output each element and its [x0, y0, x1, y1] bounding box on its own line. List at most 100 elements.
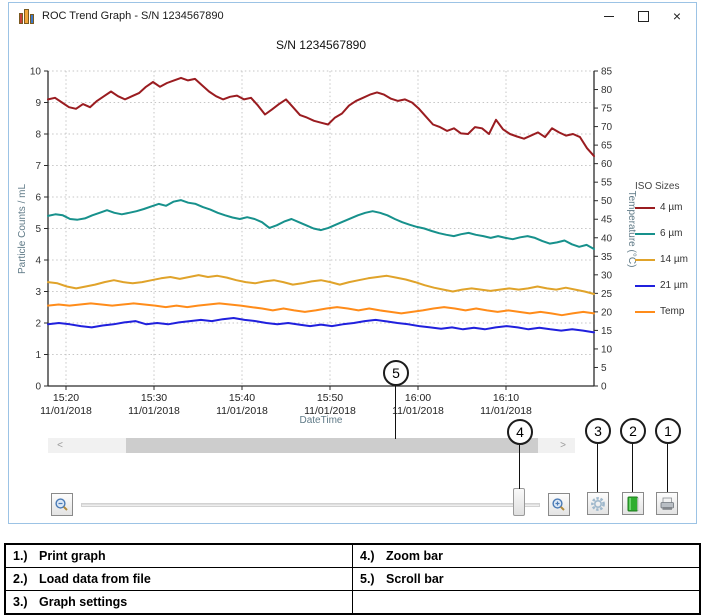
callout-5-number: 5	[392, 365, 400, 381]
legend-item-21-µm: 21 µm	[635, 280, 697, 291]
zoom-out-button[interactable]	[51, 493, 73, 516]
load-data-button[interactable]	[622, 492, 644, 515]
magnifier-plus-icon	[552, 497, 565, 511]
zoom-in-button[interactable]	[548, 493, 570, 516]
series-line-14-µm	[47, 274, 595, 295]
y-right-tick-label: 20	[601, 307, 613, 318]
legend-item-6-µm: 6 µm	[635, 228, 697, 239]
x-tick-date-label: 11/01/2018	[304, 405, 356, 417]
callout-1-number: 1	[664, 423, 672, 439]
callout-3-number: 3	[594, 423, 602, 439]
y-left-tick-label: 2	[35, 319, 41, 330]
legend-item-Temp: Temp	[635, 306, 697, 317]
item-number: 4.)	[360, 549, 375, 563]
x-axis-title: DateTime	[300, 415, 343, 426]
item-label: Scroll bar	[386, 572, 444, 586]
x-tick-time-label: 15:50	[317, 392, 343, 404]
x-tick-time-label: 15:30	[141, 392, 167, 404]
legend-label: Temp	[660, 306, 685, 317]
series-line-21-µm	[47, 317, 595, 334]
x-tick-time-label: 15:40	[229, 392, 255, 404]
callout-4-number: 4	[516, 424, 524, 440]
y-right-tick-label: 0	[601, 382, 607, 393]
x-tick-time-label: 16:10	[493, 392, 519, 404]
table-cell: 3.) Graph settings	[4, 590, 353, 615]
close-button[interactable]: ×	[660, 3, 694, 29]
y-left-tick-label: 5	[35, 224, 41, 235]
x-tick-date-label: 11/01/2018	[40, 405, 92, 417]
y-left-tick-label: 0	[35, 382, 41, 393]
y-left-tick-label: 1	[35, 350, 41, 361]
maximize-icon	[637, 10, 649, 22]
left-axis-title: Particle Counts / mL	[17, 184, 28, 274]
table-row: 1.) Print graph 4.) Zoom bar	[4, 543, 701, 568]
callout-3-line	[597, 443, 598, 492]
roc-trend-graph-window: ROC Trend Graph - S/N 1234567890 × 0 1 2 3 4…	[8, 2, 697, 524]
table-cell: 4.) Zoom bar	[352, 543, 701, 568]
y-left-tick-label: 10	[30, 67, 42, 78]
legend-swatch	[635, 310, 655, 313]
callout-5-line	[395, 385, 396, 439]
print-graph-button[interactable]	[656, 492, 678, 515]
minimize-button[interactable]	[592, 3, 626, 29]
item-number: 5.)	[360, 572, 375, 586]
gear-icon	[591, 496, 605, 511]
y-right-tick-label: 75	[601, 104, 613, 115]
y-right-tick-label: 70	[601, 122, 613, 133]
y-right-tick-label: 10	[601, 344, 613, 355]
scroll-left-arrow-icon[interactable]: <	[57, 440, 63, 451]
maximize-button[interactable]	[626, 3, 660, 29]
chart-legend: ISO Sizes 4 µm 6 µm 14 µm 21 µm Temp	[635, 181, 697, 332]
callout-3-graph-settings: 3	[585, 418, 611, 444]
x-tick-date-label: 11/01/2018	[392, 405, 444, 417]
item-label: Print graph	[39, 549, 106, 563]
scroll-bar[interactable]: < >	[48, 438, 575, 453]
y-right-tick-label: 80	[601, 85, 613, 96]
table-row: 2.) Load data from file 5.) Scroll bar	[4, 567, 701, 591]
item-number: 3.)	[13, 595, 28, 609]
callout-2-line	[632, 443, 633, 492]
x-tick-date-label: 11/01/2018	[128, 405, 180, 417]
callout-5-scroll-bar: 5	[383, 360, 409, 386]
legend-title: ISO Sizes	[635, 181, 680, 192]
graph-settings-button[interactable]	[587, 492, 609, 515]
series-line-6-µm	[47, 199, 595, 250]
item-label: Graph settings	[39, 595, 128, 609]
zoom-bar-thumb[interactable]	[513, 488, 525, 516]
y-left-tick-label: 6	[35, 193, 41, 204]
y-right-tick-label: 15	[601, 326, 613, 337]
x-tick-time-label: 15:20	[53, 392, 79, 404]
bar-chart-icon	[19, 8, 34, 24]
chart-title: S/N 1234567890	[276, 38, 366, 52]
trend-chart[interactable]: 0123456789100510152025303540455055606570…	[9, 29, 698, 433]
right-axis-title: Temperature (°C)	[626, 191, 637, 268]
scroll-bar-thumb[interactable]	[126, 438, 538, 453]
green-book-icon	[627, 496, 640, 511]
zoom-bar-track[interactable]	[81, 503, 540, 507]
legend-swatch	[635, 284, 655, 287]
callout-1-print: 1	[655, 418, 681, 444]
y-right-tick-label: 40	[601, 233, 613, 244]
y-right-tick-label: 35	[601, 252, 613, 263]
legend-swatch	[635, 206, 655, 209]
y-left-tick-label: 8	[35, 130, 41, 141]
y-right-tick-label: 50	[601, 196, 613, 207]
legend-swatch	[635, 232, 655, 235]
table-cell: 2.) Load data from file	[4, 567, 353, 591]
y-right-tick-label: 25	[601, 289, 613, 300]
window-title: ROC Trend Graph - S/N 1234567890	[42, 10, 224, 22]
scroll-right-arrow-icon[interactable]: >	[560, 440, 566, 451]
y-left-tick-label: 4	[35, 256, 41, 267]
legend-item-4-µm: 4 µm	[635, 202, 697, 213]
minimize-icon	[604, 15, 614, 17]
legend-label: 6 µm	[660, 228, 683, 239]
callout-2-load-data: 2	[620, 418, 646, 444]
y-right-tick-label: 45	[601, 215, 613, 226]
item-label: Load data from file	[39, 572, 151, 586]
item-label: Zoom bar	[386, 549, 443, 563]
title-bar[interactable]: ROC Trend Graph - S/N 1234567890 ×	[9, 3, 696, 29]
y-left-tick-label: 7	[35, 161, 41, 172]
item-number: 1.)	[13, 549, 28, 563]
table-row: 3.) Graph settings	[4, 590, 701, 615]
callout-4-zoom-bar: 4	[507, 419, 533, 445]
